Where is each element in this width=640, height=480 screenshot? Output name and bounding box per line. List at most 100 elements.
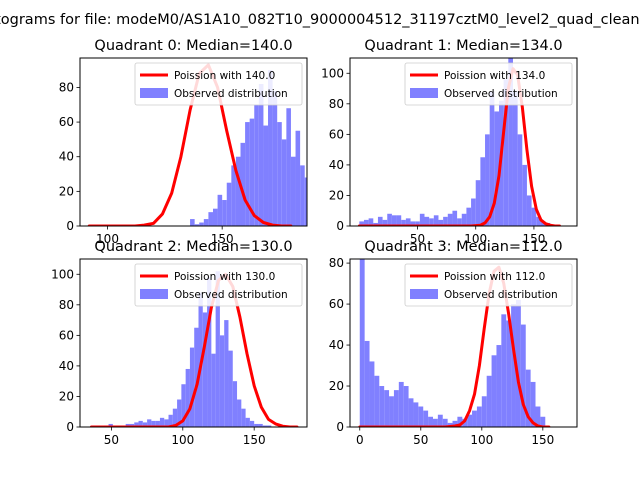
quadrant-2-hist-bar	[194, 327, 199, 427]
quadrant-3-hist-bar	[486, 375, 492, 427]
quadrant-2-hist-bar	[164, 419, 169, 427]
quadrant-3-hist-bar	[364, 340, 370, 427]
quadrant-1-y-tick-label: 60	[329, 127, 344, 141]
quadrant-0-legend-box	[134, 62, 303, 106]
quadrant-3-hist-bar	[374, 375, 380, 427]
quadrant-3-axes-frame	[349, 258, 578, 428]
quadrant-1-x-tick-label: 50	[410, 232, 425, 246]
quadrant-0-hist-bar	[231, 165, 236, 226]
quadrant-3-plot-area	[358, 259, 551, 427]
quadrant-3-hist-bar	[530, 381, 536, 427]
quadrant-3-x-tick-label: 100	[470, 433, 493, 447]
quadrant-1-hist-bar	[433, 215, 439, 226]
quadrant-3-hist-bar	[481, 396, 487, 427]
quadrant-2-hist-bar	[254, 423, 259, 427]
quadrant-0-hist-bar	[281, 139, 287, 226]
quadrant-2-hist-bar	[168, 414, 173, 427]
quadrant-1-hist-bar	[447, 213, 453, 226]
quadrant-2-x-tick-label: 100	[171, 433, 194, 447]
figure-title: Histograms for file: modeM0/AS1A10_082T1…	[0, 12, 640, 28]
quadrant-2-hist-bar	[151, 420, 156, 427]
quadrant-1-panel: 50 100 150 0 20 40 60 80 100 Quadrant 1: Median=1…	[321, 38, 578, 246]
quadrant-0-hist-bar	[194, 224, 200, 226]
quadrant-1-hist-bar	[429, 218, 434, 226]
quadrant-1-hist-bar	[419, 213, 425, 226]
quadrant-1-hist-bar	[424, 216, 430, 226]
quadrant-0-hist-bar	[226, 182, 232, 226]
quadrant-2-hist-bar	[228, 350, 233, 427]
quadrant-1-x-tick-label: 150	[522, 232, 545, 246]
quadrant-3-hist-bar	[506, 320, 512, 427]
quadrant-3-title: Quadrant 3: Median=112.0	[364, 239, 562, 255]
quadrant-0-legend: Poission with 140.0 Observed distribution	[134, 62, 303, 106]
quadrant-3-hist-bar	[442, 418, 448, 427]
quadrant-1-hist-bar	[391, 215, 397, 226]
quadrant-2-axes-frame	[79, 258, 308, 428]
quadrant-1-hist-bar	[517, 134, 523, 226]
quadrant-0-hist-bar	[304, 177, 307, 226]
quadrant-1-hist-bar	[508, 58, 513, 226]
quadrant-0-hist-bar	[245, 122, 250, 226]
quadrant-2-hist-bar	[258, 423, 263, 427]
quadrant-0-hist-bar	[272, 90, 278, 226]
quadrant-2-hist-bar	[185, 368, 190, 427]
quadrant-3-hist-bar	[393, 390, 399, 427]
quadrant-0-hist-bar	[263, 125, 269, 226]
quadrant-3-hist-bar	[379, 386, 385, 427]
quadrant-3-hist-bar	[432, 418, 438, 427]
quadrant-2-legend-observed-label: Observed distribution	[174, 289, 288, 301]
quadrant-0-poisson-curve	[87, 63, 293, 226]
quadrant-3-hist-bar	[496, 345, 502, 427]
quadrant-3-x-tick-label: 150	[531, 433, 554, 447]
quadrant-2-title: Quadrant 2: Median=130.0	[94, 239, 292, 255]
quadrant-0-hist-bar	[249, 118, 255, 226]
quadrant-3-hist-bar	[452, 420, 458, 427]
quadrant-2-hist-bar	[134, 422, 139, 427]
quadrant-0-hist-bar	[222, 200, 227, 226]
quadrant-0-hist-bar	[300, 165, 305, 226]
quadrant-2-hist-bar	[249, 420, 255, 427]
quadrant-2-hist-bar	[211, 353, 216, 427]
quadrant-3-hist-bar	[359, 259, 365, 427]
quadrant-1-hist-bar	[363, 219, 369, 226]
quadrant-3-legend: Poission with 112.0 Observed distribution	[404, 263, 573, 307]
quadrant-0-legend-observed-swatch	[140, 88, 168, 98]
quadrant-1-hist-bar	[443, 216, 448, 226]
quadrant-2-y-tick-label: 60	[59, 328, 74, 342]
quadrant-1-x-tick-label: 100	[464, 232, 487, 246]
quadrant-1-hist-bar	[457, 218, 462, 226]
quadrant-3-hist-bar	[423, 410, 429, 427]
quadrant-3-y-tick-label: 20	[329, 379, 344, 393]
quadrant-2-panel: 50 100 150 0 20 40 60 80 100 Quadrant 2: Median=1…	[51, 239, 308, 447]
quadrant-2-y-tick-label: 40	[59, 359, 74, 373]
quadrant-0-hist-bar	[286, 108, 291, 226]
quadrant-1-plot-area	[357, 58, 561, 226]
quadrant-2-hist-bar	[189, 347, 195, 427]
quadrant-3-hist-bar	[476, 406, 482, 427]
quadrant-3-x-tick-label: 0	[356, 433, 364, 447]
quadrant-1-hist-bar	[415, 221, 420, 226]
quadrant-1-y-tick-label: 40	[329, 158, 344, 172]
quadrant-0-y-tick-label: 0	[66, 219, 74, 233]
quadrant-1-legend-observed-swatch	[410, 88, 438, 98]
quadrant-3-y-tick-label: 0	[336, 420, 344, 434]
quadrant-2-y-tick-label: 20	[59, 389, 74, 403]
quadrant-3-hist-bar	[511, 304, 516, 427]
quadrant-0-y-tick-label: 40	[59, 150, 74, 164]
quadrant-1-hist-bar	[466, 207, 472, 226]
quadrant-1-hist-bar	[480, 157, 486, 226]
quadrant-2-hist-bar	[181, 384, 186, 427]
quadrant-0-hist-bar	[254, 104, 259, 226]
quadrant-1-hist-bar	[405, 218, 411, 226]
quadrant-0-hist-bar	[190, 219, 195, 226]
quadrant-2-hist-bar	[108, 423, 113, 427]
quadrant-1-hist-bar	[368, 218, 374, 226]
quadrant-1-hist-bar	[387, 213, 392, 226]
quadrant-3-hist-bar	[437, 414, 443, 427]
quadrant-2-hist-bar	[267, 425, 272, 427]
quadrant-1-legend-box	[404, 62, 573, 106]
quadrant-3-panel: 0 50 100 150 0 20 40 60 80 Quadrant 3: Median=112…	[329, 239, 578, 447]
quadrant-0-hist-bar	[235, 156, 241, 226]
quadrant-1-hist-bar	[377, 216, 383, 226]
quadrant-2-hist-bar	[219, 335, 225, 427]
